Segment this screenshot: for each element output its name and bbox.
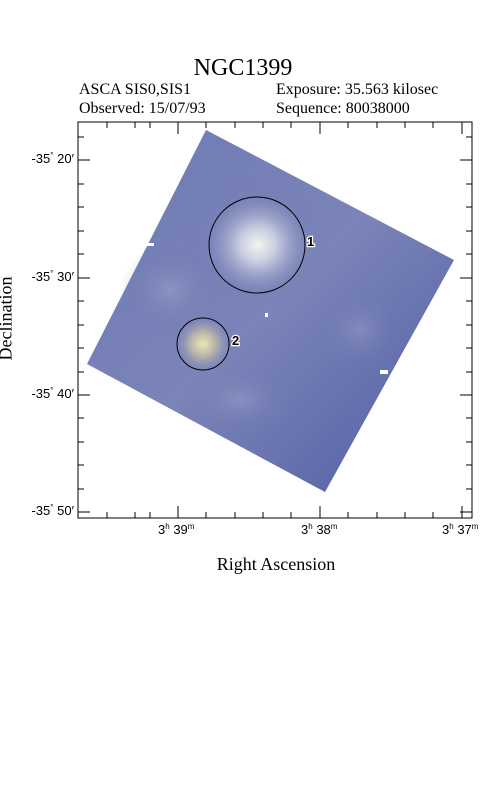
x-tick-label: 3h 39m bbox=[158, 522, 195, 537]
x-tick-label: 3h 38m bbox=[301, 522, 338, 537]
detector-field bbox=[87, 130, 454, 492]
region-2-label: 2 bbox=[232, 333, 239, 348]
x-axis-label: Right Ascension bbox=[216, 554, 336, 574]
plot-title: NGC1399 bbox=[193, 55, 293, 81]
instrument-label: ASCA SIS0,SIS1 bbox=[79, 81, 192, 98]
observed-label: Observed: 15/07/93 bbox=[79, 100, 206, 117]
axis-ticks bbox=[78, 122, 472, 518]
region-1-label: 1 bbox=[307, 234, 314, 249]
y-tick-label: -35° 50′ bbox=[31, 503, 74, 518]
plot-frame bbox=[77, 121, 473, 519]
sequence-label: Sequence: 80038000 bbox=[276, 100, 410, 117]
y-tick-label: -35° 30′ bbox=[31, 269, 74, 284]
y-axis-label: Declination bbox=[0, 276, 16, 361]
x-tick-label: 3h 37m bbox=[442, 522, 479, 537]
region-1[interactable] bbox=[208, 196, 306, 294]
y-tick-label: -35° 40′ bbox=[31, 386, 74, 401]
y-tick-label: -35° 20′ bbox=[31, 151, 74, 166]
exposure-label: Exposure: 35.563 kilosec bbox=[276, 81, 439, 98]
region-2[interactable] bbox=[176, 317, 230, 371]
